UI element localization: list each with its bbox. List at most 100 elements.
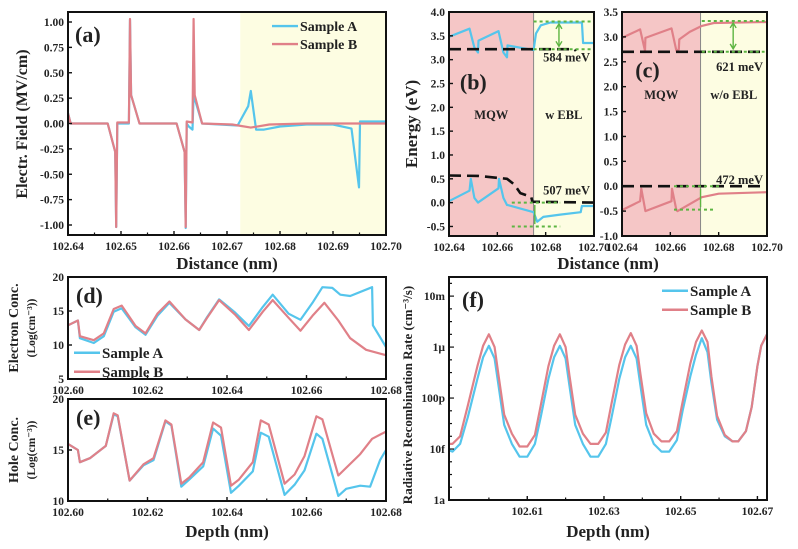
panel-label: (c) xyxy=(635,58,659,83)
y-tick-label: 3.0 xyxy=(604,32,619,44)
x-axis-label: Depth (nm) xyxy=(566,522,650,541)
y-axis-unit: (Log(cm⁻³)) xyxy=(26,298,38,357)
y-tick-label: 0.25 xyxy=(44,93,64,105)
x-tick-label: 102.65 xyxy=(105,241,137,253)
y-tick-label: -1.00 xyxy=(40,220,64,232)
series-sample-b xyxy=(68,17,386,229)
series-sample-b xyxy=(68,299,386,357)
y-tick-label: 2.0 xyxy=(431,102,446,114)
panel-label: (d) xyxy=(76,283,103,308)
y-tick-label: 10f xyxy=(430,444,446,456)
y-tick-label: 2.5 xyxy=(604,57,619,69)
y-axis-label: Energy (eV) xyxy=(402,80,421,168)
y-tick-label: 15 xyxy=(53,306,65,318)
y-tick-label: -0.75 xyxy=(40,195,64,207)
y-tick-label: 0.00 xyxy=(44,119,64,131)
y-tick-label: -1.0 xyxy=(600,231,618,243)
x-tick-label: 102.68 xyxy=(530,242,562,254)
series-sample-b xyxy=(449,329,767,448)
x-tick-label: 102.67 xyxy=(211,241,243,253)
x-tick-label: 102.67 xyxy=(742,506,774,518)
axes-frame-c xyxy=(621,11,768,237)
panel-label: (f) xyxy=(462,287,484,312)
x-tick-label: 102.60 xyxy=(52,507,84,519)
y-tick-label: 15 xyxy=(53,445,65,457)
y-axis-label: Electr. Field (MV/cm) xyxy=(14,49,31,198)
panel-a: 102.64 102.65 102.66 102.67 102.68 102.69 102.… xyxy=(14,11,402,273)
x-axis-label: Depth (nm) xyxy=(185,522,269,541)
y-axis-label: Radiative Recombination Rate (cm⁻³/s) xyxy=(400,286,415,504)
x-tick-label: 102.70 xyxy=(578,242,610,254)
y-tick-label: 4.0 xyxy=(431,7,446,19)
x-axis-label: Distance (nm) xyxy=(176,254,278,273)
x-tick-label: 102.68 xyxy=(370,385,402,397)
y-tick-label: 1.5 xyxy=(431,126,446,138)
x-tick-label: 102.64 xyxy=(433,242,465,254)
y-tick-label: 1µ xyxy=(433,342,446,354)
y-tick-label: 5 xyxy=(58,374,64,386)
series-sample-b-ev xyxy=(622,187,767,213)
y-tick-label: 10 xyxy=(53,496,65,508)
y-tick-label: 2.5 xyxy=(431,78,446,90)
legend-label-a: Sample A xyxy=(690,284,751,300)
series-quasi-fermi-e xyxy=(449,47,577,52)
panel-f: 102.61 102.63 102.65 102.67 10m 1µ 100p 10f 1a (f… xyxy=(400,276,774,541)
series-sample-b xyxy=(68,412,386,487)
axes-frame-f xyxy=(448,276,768,501)
arrow-heads xyxy=(555,22,563,48)
mqw-region xyxy=(449,12,534,236)
y-tick-label: 1.5 xyxy=(604,107,619,119)
y-tick-label: -0.5 xyxy=(600,206,618,218)
region-label-mqw: MQW xyxy=(474,108,509,122)
y-axis-unit: (Log(cm⁻³)) xyxy=(26,420,38,479)
y-tick-label: 0.0 xyxy=(431,198,446,210)
legend-label-b: Sample B xyxy=(690,303,751,319)
annotation-ev-barrier: 472 meV xyxy=(716,173,763,187)
region-label-ebl: w/o EBL xyxy=(710,88,757,102)
x-tick-label: 102.64 xyxy=(211,507,243,519)
series-sample-a xyxy=(68,413,386,497)
panel-label: (a) xyxy=(75,22,101,47)
x-tick-label: 102.62 xyxy=(132,385,164,397)
x-tick-label: 102.66 xyxy=(291,385,323,397)
y-tick-label: 10m xyxy=(424,291,446,303)
mqw-region xyxy=(622,12,701,236)
legend-label-a: Sample A xyxy=(102,346,163,362)
x-tick-label: 102.69 xyxy=(317,241,349,253)
x-tick-label: 102.60 xyxy=(52,385,84,397)
x-tick-label: 102.62 xyxy=(132,507,164,519)
y-tick-label: -0.5 xyxy=(427,221,445,233)
panel-c: 102.64 102.66 102.68 102.70 3.5 3.0 2.5 2.0 1.5 1… xyxy=(600,7,783,254)
y-tick-label: 0.50 xyxy=(44,68,64,80)
y-tick-label: 0.0 xyxy=(604,181,619,193)
y-tick-label: 0.5 xyxy=(431,174,446,186)
y-axis-label: Hole Conc. xyxy=(7,417,22,483)
panel-label: (e) xyxy=(76,405,100,430)
y-tick-label: 1a xyxy=(434,495,446,507)
axes-frame-b xyxy=(448,11,595,237)
x-tick-label: 102.70 xyxy=(751,242,783,254)
x-tick-label: 102.64 xyxy=(52,241,84,253)
x-tick-label: 102.66 xyxy=(291,507,323,519)
region-label-ebl: w EBL xyxy=(545,108,582,122)
y-tick-label: -0.25 xyxy=(40,144,64,156)
x-tick-label: 102.66 xyxy=(655,242,687,254)
panel-d: 102.60 102.62 102.64 102.66 102.68 20 15 10 5 (d)… xyxy=(7,272,402,397)
x-tick-label: 102.66 xyxy=(482,242,514,254)
series-sample-b-ec xyxy=(622,20,767,52)
series-sample-a-ev xyxy=(449,177,594,223)
legend-label-b: Sample B xyxy=(102,365,163,381)
x-tick-label: 102.68 xyxy=(264,241,296,253)
y-tick-label: 100p xyxy=(421,393,445,405)
x-tick-label: 102.61 xyxy=(511,506,543,518)
arrow-heads xyxy=(729,21,737,51)
y-tick-label: 1.00 xyxy=(44,17,64,29)
series-sample-a xyxy=(449,333,767,458)
region-label-mqw: MQW xyxy=(644,88,679,102)
y-tick-label: 3.0 xyxy=(431,55,446,67)
x-tick-label: 102.68 xyxy=(370,507,402,519)
annotation-ev-barrier: 507 meV xyxy=(543,184,590,198)
annotation-ec-barrier: 584 meV xyxy=(543,50,590,64)
y-tick-label: 0.5 xyxy=(604,156,619,168)
